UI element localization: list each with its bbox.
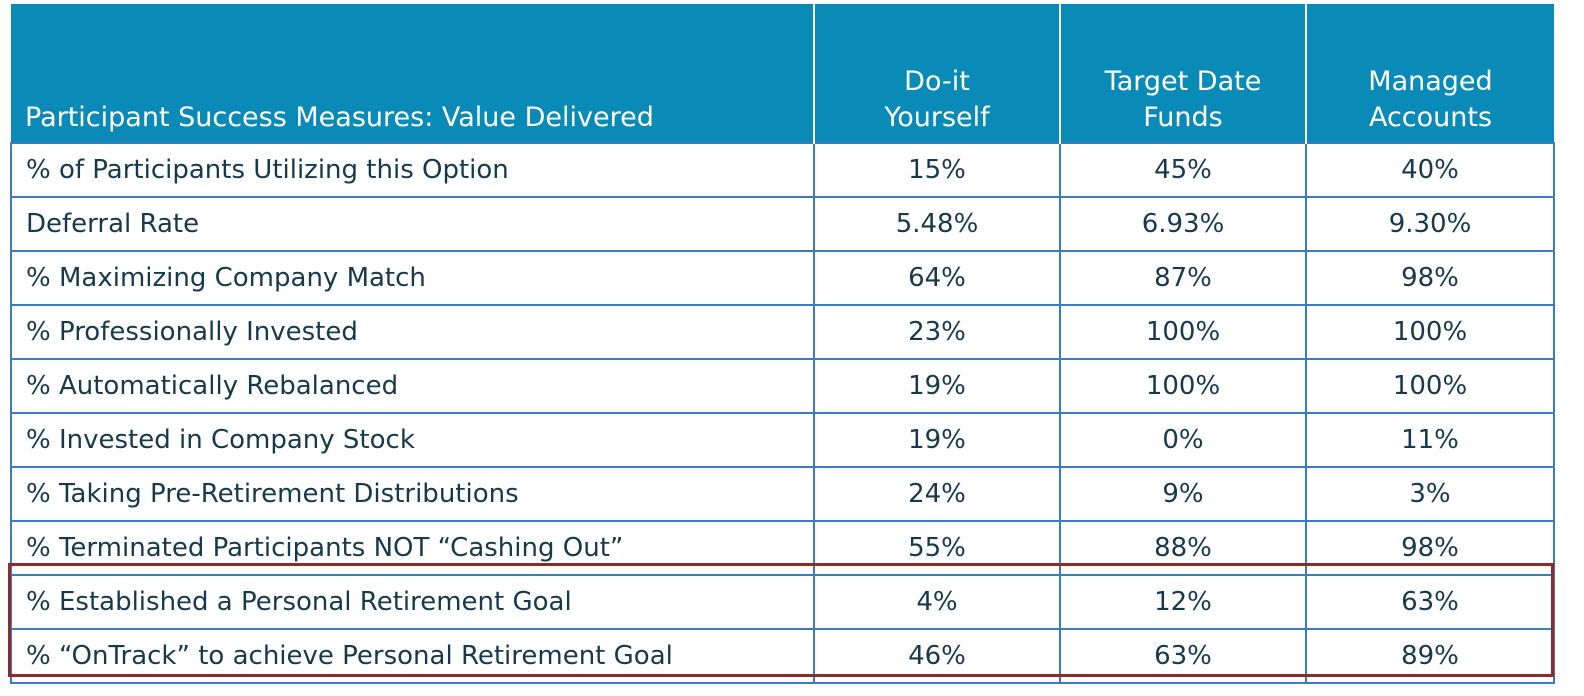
table-row: % Invested in Company Stock 19% 0% 11% (10, 412, 1555, 468)
table-row: Deferral Rate 5.48% 6.93% 9.30% (10, 196, 1555, 252)
value-cell: 15% (813, 142, 1061, 198)
table-row: % Professionally Invested 23% 100% 100% (10, 304, 1555, 360)
value-cell: 100% (1305, 358, 1555, 414)
value-cell: 11% (1305, 412, 1555, 468)
row-label: % Established a Personal Retirement Goal (10, 574, 815, 630)
value-cell: 3% (1305, 466, 1555, 522)
row-label: % of Participants Utilizing this Option (10, 142, 815, 198)
value-cell: 89% (1305, 628, 1555, 684)
value-cell: 55% (813, 520, 1061, 576)
table-row: % Automatically Rebalanced 19% 100% 100% (10, 358, 1555, 414)
value-cell: 46% (813, 628, 1061, 684)
row-label: % Professionally Invested (10, 304, 815, 360)
value-cell: 88% (1059, 520, 1307, 576)
value-cell: 9% (1059, 466, 1307, 522)
value-cell: 63% (1305, 574, 1555, 630)
value-cell: 19% (813, 412, 1061, 468)
table-row: % Maximizing Company Match 64% 87% 98% (10, 250, 1555, 306)
value-cell: 0% (1059, 412, 1307, 468)
header-cell: Participant Success Measures: Value Deli… (11, 4, 814, 143)
row-label: % “OnTrack” to achieve Personal Retireme… (10, 628, 815, 684)
row-label: % Invested in Company Stock (10, 412, 815, 468)
row-label: % Terminated Participants NOT “Cashing O… (10, 520, 815, 576)
value-cell: 19% (813, 358, 1061, 414)
row-label: % Maximizing Company Match (10, 250, 815, 306)
header-cell: Managed Accounts (1305, 4, 1554, 143)
success-measures-table: Participant Success Measures: Value Deli… (10, 4, 1555, 684)
value-cell: 6.93% (1059, 196, 1307, 252)
table-row: % Established a Personal Retirement Goal… (10, 574, 1555, 630)
value-cell: 64% (813, 250, 1061, 306)
table-row: % “OnTrack” to achieve Personal Retireme… (10, 628, 1555, 684)
table-container: Participant Success Measures: Value Deli… (10, 4, 1555, 684)
header-cell: Target Date Funds (1059, 4, 1306, 143)
value-cell: 98% (1305, 250, 1555, 306)
value-cell: 63% (1059, 628, 1307, 684)
value-cell: 40% (1305, 142, 1555, 198)
value-cell: 12% (1059, 574, 1307, 630)
header-row: Participant Success Measures: Value Deli… (11, 4, 1554, 143)
row-label: Deferral Rate (10, 196, 815, 252)
value-cell: 24% (813, 466, 1061, 522)
header-cell: Do-it Yourself (813, 4, 1060, 143)
table-row: % Terminated Participants NOT “Cashing O… (10, 520, 1555, 576)
value-cell: 100% (1059, 304, 1307, 360)
value-cell: 4% (813, 574, 1061, 630)
table-row: % of Participants Utilizing this Option 1… (10, 142, 1555, 198)
value-cell: 100% (1059, 358, 1307, 414)
value-cell: 98% (1305, 520, 1555, 576)
value-cell: 23% (813, 304, 1061, 360)
value-cell: 5.48% (813, 196, 1061, 252)
row-label: % Taking Pre-Retirement Distributions (10, 466, 815, 522)
row-label: % Automatically Rebalanced (10, 358, 815, 414)
value-cell: 45% (1059, 142, 1307, 198)
value-cell: 9.30% (1305, 196, 1555, 252)
table-row: % Taking Pre-Retirement Distributions 24%… (10, 466, 1555, 522)
value-cell: 100% (1305, 304, 1555, 360)
value-cell: 87% (1059, 250, 1307, 306)
table-body: % of Participants Utilizing this Option 1… (10, 142, 1555, 684)
